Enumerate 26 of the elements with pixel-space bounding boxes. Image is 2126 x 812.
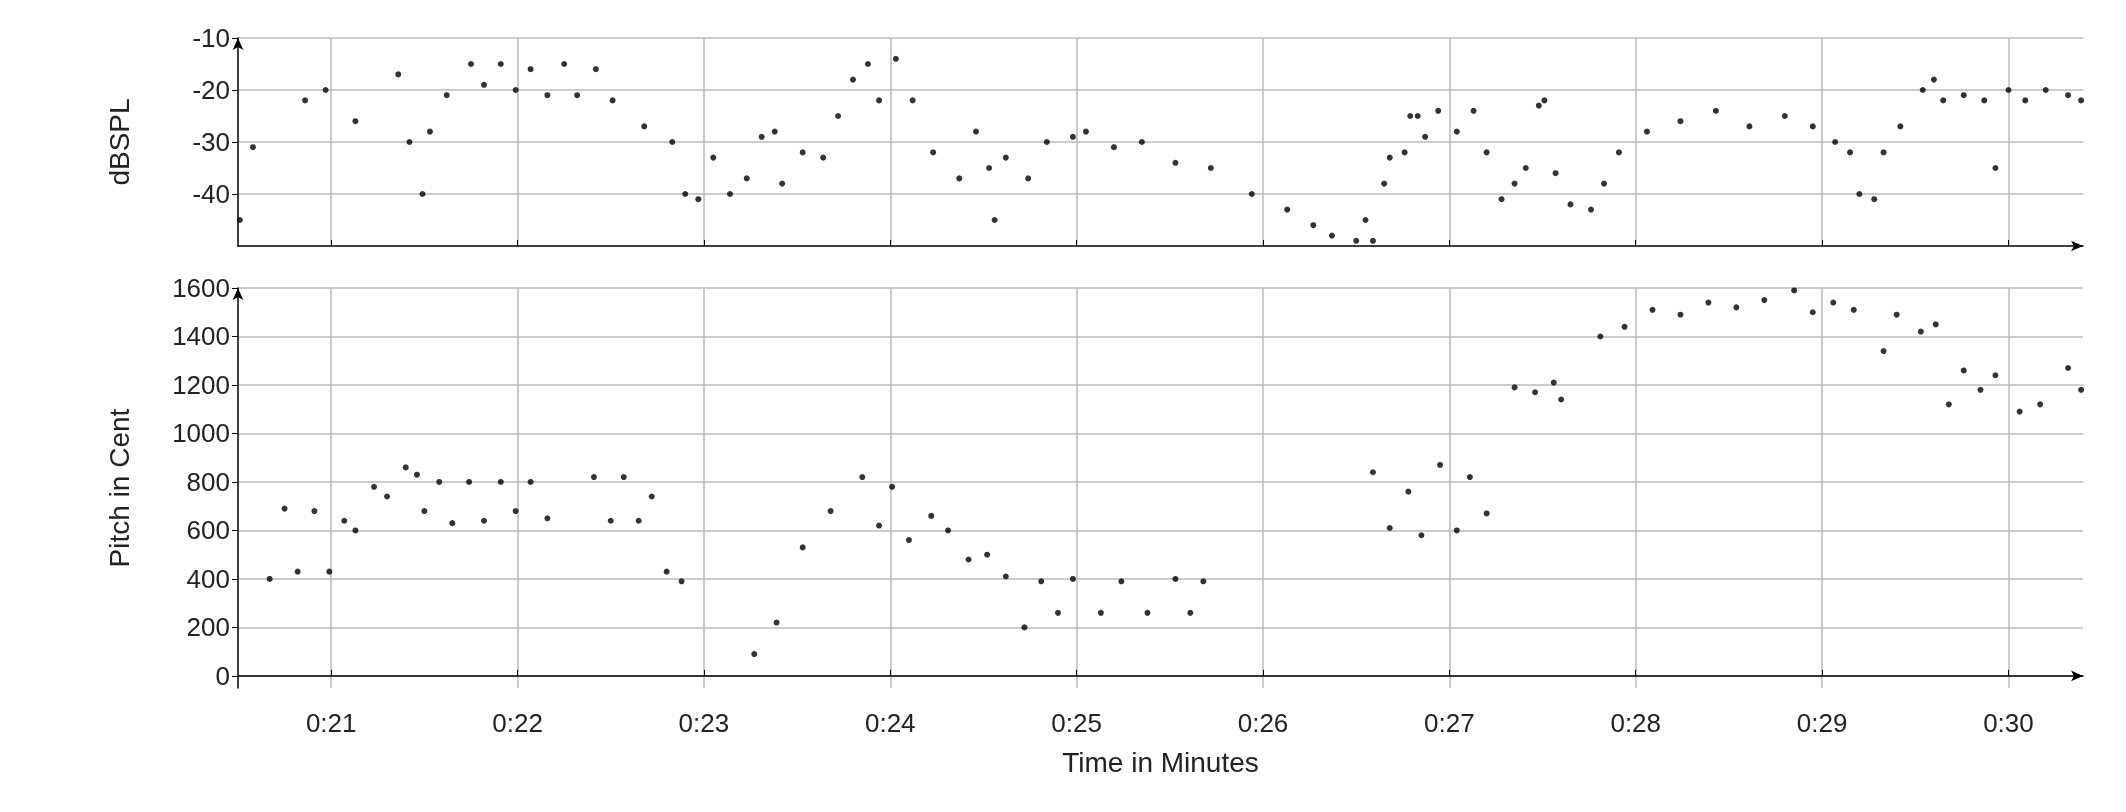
y-tick-label: 200	[186, 612, 230, 643]
y-tick-label: 1600	[172, 273, 230, 303]
y-tick-label: -40	[192, 179, 230, 209]
y-tick-label: 800	[186, 466, 230, 497]
x-axis-title: Time in Minutes	[1062, 746, 1259, 778]
x-tick-label: 0:21	[305, 708, 357, 738]
x-tick-label: 0:30	[1983, 708, 2034, 738]
y-tick-label: -30	[192, 127, 230, 157]
x-tick-label: 0:22	[492, 708, 543, 738]
y-tick-label: 1200	[172, 369, 230, 400]
y-tick-label: 1400	[172, 321, 230, 352]
y-tick-label: 600	[186, 515, 230, 546]
x-tick-label: 0:25	[1051, 708, 1102, 738]
x-tick-label: 0:29	[1796, 708, 1848, 738]
x-tick-label: 0:24	[864, 708, 916, 738]
y-tick-label: 0	[215, 660, 230, 691]
y-axis-title: dBSPL	[103, 98, 135, 186]
x-tick-label: 0:28	[1610, 708, 1662, 738]
x-tick-label: 0:27	[1424, 708, 1475, 738]
x-tick-label: 0:23	[678, 708, 730, 738]
y-tick-label: -10	[192, 23, 230, 53]
x-tick-label: 0:26	[1237, 708, 1289, 738]
y-tick-label: -20	[192, 75, 230, 105]
y-tick-label: 1000	[172, 418, 230, 449]
y-tick-label: 400	[186, 563, 230, 594]
y-axis-title: Pitch in Cent	[103, 408, 135, 568]
